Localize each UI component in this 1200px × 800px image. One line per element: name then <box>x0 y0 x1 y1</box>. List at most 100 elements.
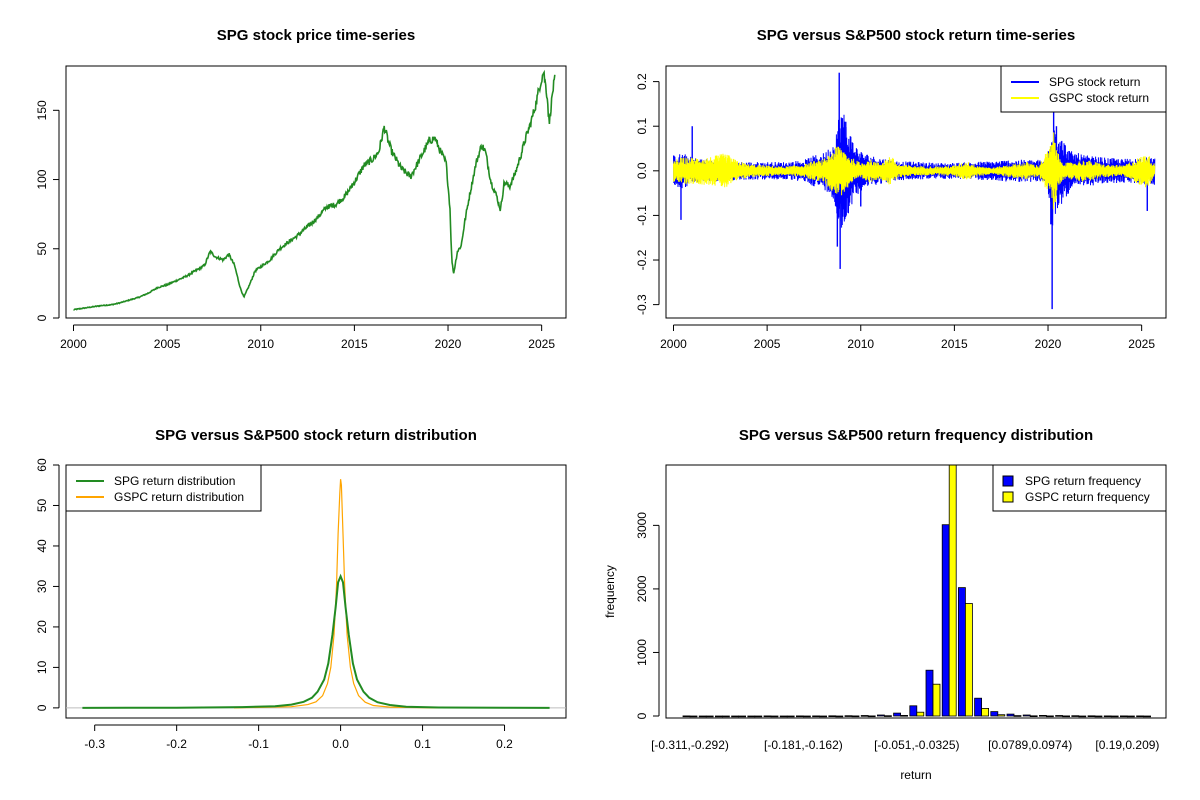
x-tick-label: -0.3 <box>84 737 105 751</box>
y-tick-label: 60 <box>35 458 49 472</box>
series-line-gspc-return <box>673 132 1156 210</box>
histogram-bar <box>715 715 723 718</box>
plot-frame <box>665 464 1167 719</box>
histogram-bar <box>1136 715 1144 718</box>
plot-frame <box>65 65 567 319</box>
histogram-bar <box>705 715 714 718</box>
x-tick-label: 2010 <box>847 337 874 351</box>
histogram-bar <box>860 715 869 717</box>
x-tick-label: 0.2 <box>496 737 513 751</box>
histogram-bar <box>900 715 908 717</box>
legend-swatch <box>1002 491 1014 503</box>
series-line-spg-price <box>73 69 556 311</box>
y-tick-label: 50 <box>35 242 49 256</box>
x-tick-label: 2020 <box>435 337 462 351</box>
x-tick-label: 2000 <box>660 337 687 351</box>
histogram-bar <box>948 464 957 717</box>
histogram-bar <box>812 715 820 718</box>
histogram-bar <box>1103 715 1112 718</box>
y-tick-label: 20 <box>35 620 49 634</box>
chart-title: SPG stock price time-series <box>217 27 415 44</box>
legend-box <box>992 464 1167 512</box>
x-tick-label: 2010 <box>247 337 274 351</box>
legend-label: SPG return distribution <box>114 474 235 488</box>
y-tick-label: 0 <box>35 314 49 321</box>
panel-return-frequency: SPG versus S&P500 return frequency distr… <box>603 427 1167 782</box>
x-tick-label: [-0.311,-0.292) <box>651 738 729 752</box>
x-tick-label: 2005 <box>754 337 781 351</box>
legend-label: SPG stock return <box>1049 75 1140 89</box>
histogram-bar <box>965 603 973 717</box>
legend-box <box>1000 65 1167 113</box>
legend-swatch <box>1002 475 1014 487</box>
histogram-bar <box>779 715 788 718</box>
histogram-bar <box>754 715 763 718</box>
x-tick-label: 2015 <box>941 337 968 351</box>
histogram-bar <box>1029 715 1038 717</box>
histogram-bar <box>689 715 698 718</box>
histogram-bar <box>738 715 746 718</box>
density-line-gspc <box>233 479 440 709</box>
histogram-bar <box>1062 715 1070 718</box>
histogram-bar <box>796 715 804 718</box>
y-axis-label: frequency <box>603 565 617 618</box>
histogram-bar <box>682 715 691 718</box>
histogram-bar <box>819 715 827 718</box>
histogram-bar <box>1110 715 1119 718</box>
y-tick-label: 30 <box>35 579 49 593</box>
histogram-bar <box>1143 715 1151 718</box>
histogram-bar <box>763 715 772 718</box>
histogram-bar <box>1127 715 1135 718</box>
x-tick-label: -0.2 <box>166 737 187 751</box>
y-tick-label: 150 <box>35 100 49 120</box>
y-tick-label: 0.1 <box>635 118 649 135</box>
y-tick-label: 0 <box>635 712 649 719</box>
histogram-bar <box>1013 715 1022 717</box>
histogram-bar <box>722 715 730 718</box>
density-line-spg <box>82 573 550 709</box>
panel-return-timeseries: SPG versus S&P500 stock return time-seri… <box>635 27 1167 351</box>
panel-return-distribution: SPG versus S&P500 stock return distribut… <box>35 427 567 751</box>
x-tick-label: -0.1 <box>248 737 269 751</box>
chart-title: SPG versus S&P500 stock return time-seri… <box>757 27 1076 44</box>
y-tick-label: 3000 <box>635 512 649 539</box>
y-tick-label: -0.3 <box>635 294 649 315</box>
x-tick-label: 2015 <box>341 337 368 351</box>
x-axis-label: return <box>900 768 931 782</box>
chart-title: SPG versus S&P500 return frequency distr… <box>739 427 1093 444</box>
histogram-bar <box>916 711 925 717</box>
plot-frame <box>65 464 567 719</box>
x-tick-label: 0.1 <box>414 737 431 751</box>
histogram-bar <box>844 715 853 717</box>
y-tick-label: 0 <box>35 704 49 711</box>
x-tick-label: 2020 <box>1035 337 1062 351</box>
x-tick-label: 2025 <box>1128 337 1155 351</box>
histogram-bar <box>698 715 707 718</box>
histogram-bar <box>770 715 779 718</box>
y-tick-label: -0.1 <box>635 205 649 226</box>
histogram-bar <box>909 705 918 717</box>
legend-box <box>65 464 262 512</box>
histogram-bar <box>1087 715 1096 717</box>
y-tick-label: 40 <box>35 539 49 553</box>
y-tick-label: 10 <box>35 660 49 674</box>
histogram-bar <box>974 697 982 717</box>
histogram-bar <box>1006 713 1015 717</box>
legend-label: GSPC stock return <box>1049 91 1149 105</box>
x-tick-label: [-0.181,-0.162) <box>764 738 843 752</box>
histogram-bar <box>1055 715 1063 717</box>
x-tick-label: 2005 <box>154 337 181 351</box>
histogram-bar <box>747 715 756 718</box>
x-tick-label: 2000 <box>60 337 87 351</box>
histogram-bar <box>1071 715 1080 717</box>
x-tick-label: [-0.051,-0.0325) <box>874 738 959 752</box>
chart-title: SPG versus S&P500 stock return distribut… <box>155 427 477 444</box>
histogram-bar <box>1046 715 1054 718</box>
y-tick-label: 0.0 <box>635 162 649 179</box>
histogram-bar <box>981 708 989 717</box>
histogram-bar <box>958 587 966 717</box>
histogram-bar <box>786 715 795 718</box>
histogram-bar <box>997 714 1006 717</box>
histogram-bar <box>941 524 950 717</box>
